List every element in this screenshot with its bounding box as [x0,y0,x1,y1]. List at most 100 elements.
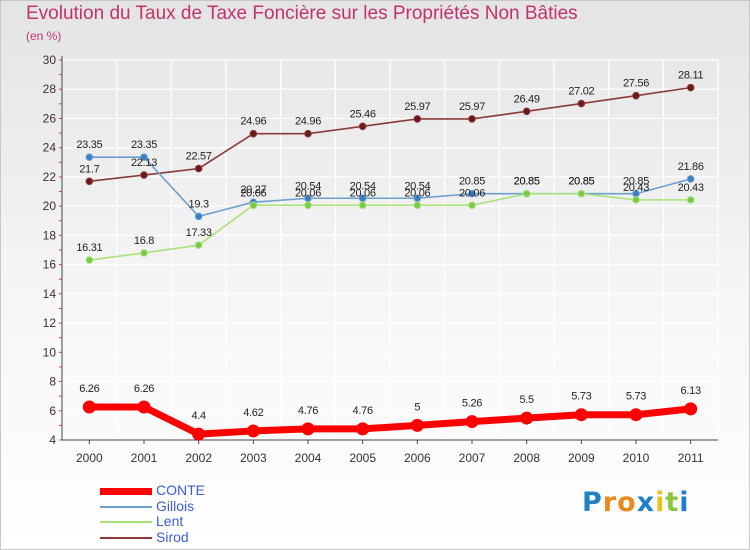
point-sirod [194,164,203,173]
data-label-gillois: 20.85 [568,176,594,188]
legend-label: Lent [156,513,184,529]
point-sirod [358,122,367,131]
data-label-gillois: 20.54 [404,180,430,192]
chart-title: Evolution du Taux de Taxe Foncière sur l… [26,3,578,24]
y-tick-label: 30 [43,53,57,67]
x-tick-label: 2004 [295,451,322,465]
series-line-sirod [89,86,691,183]
data-label-gillois: 20.85 [514,176,540,188]
x-tick-label: 2011 [678,451,704,465]
data-label-lent: 20.85 [514,176,540,188]
x-tick-label: 2007 [459,451,486,465]
x-tick-label: 2005 [349,451,376,465]
point-lent [468,201,476,210]
data-label-sirod: 24.96 [295,116,321,128]
data-label-sirod: 25.97 [404,101,430,113]
x-tick-label: 2001 [131,451,158,465]
data-label-lent: 20.85 [568,176,594,188]
point-gillois [194,212,203,221]
point-lent [85,256,94,264]
data-label-sirod: 27.02 [568,86,594,98]
data-label-conte: 5 [414,401,420,413]
y-tick-label: 6 [49,404,56,418]
y-tick-label: 20 [43,199,57,213]
point-conte [301,422,315,436]
point-lent [413,201,422,210]
legend-label: Sirod [156,528,189,545]
point-conte [520,411,534,425]
data-label-lent: 16.31 [76,242,102,254]
data-label-gillois: 20.54 [295,180,321,192]
point-sirod [522,107,531,116]
data-label-gillois: 20.54 [350,180,376,192]
legend-swatch [100,505,152,508]
point-conte [629,408,643,422]
x-tick-label: 2008 [513,451,540,465]
data-label-lent: 20.43 [623,182,649,194]
y-tick-label: 4 [49,433,56,447]
logo-letter: P [582,487,603,518]
data-label-sirod: 22.57 [186,151,212,163]
data-label-lent: 20.06 [295,187,321,199]
data-label-sirod: 25.46 [350,108,376,120]
y-tick-label: 28 [43,82,57,96]
data-label-lent: 20.43 [678,182,704,194]
point-gillois [140,153,148,161]
data-label-gillois: 20.85 [623,176,649,188]
legend-label: CONTE [156,482,205,498]
y-tick-label: 14 [43,287,57,301]
data-label-gillois: 20.85 [459,176,485,188]
y-tick-label: 10 [43,345,57,359]
point-lent [686,196,695,204]
unit-label: (en %) [26,29,62,43]
data-label-lent: 20.06 [404,187,430,199]
point-sirod [577,99,586,108]
y-tick-label: 24 [43,141,57,155]
x-tick-label: 2003 [240,451,267,465]
data-label-lent: 16.8 [134,235,154,247]
series-line-lent [89,192,691,261]
point-sirod [304,129,312,138]
data-label-sirod: 22.13 [131,157,157,169]
data-label-gillois: 20.27 [240,184,266,196]
point-lent [194,241,203,249]
data-label-conte: 6.26 [134,383,154,395]
line-chart: 4 6 8 10 12 14 16 18 20 22 24 26 28 30 2000 2001 2002 200… [43,53,719,465]
point-gillois [468,189,476,198]
legend-swatch [100,536,152,539]
point-sirod [632,91,640,100]
data-label-sirod: 28.11 [678,70,703,82]
point-lent [577,189,586,198]
point-gillois [85,153,94,161]
series-line-conte [89,403,692,438]
data-label-sirod: 25.97 [459,101,485,113]
point-conte [82,400,96,414]
data-label-conte: 6.13 [681,385,701,397]
point-conte [574,408,588,422]
logo-letter: o [617,487,637,518]
point-lent [304,201,312,210]
data-label-conte: 5.5 [519,394,534,406]
logo-letter: t [665,487,680,518]
legend-label: Gillois [156,497,195,514]
axes: 4 6 8 10 12 14 16 18 20 22 24 26 28 30 2000 2001 2002 200… [43,53,718,465]
point-conte [192,427,206,441]
logo-letter: i [655,487,666,518]
point-lent [140,249,148,257]
data-label-conte: 4.76 [353,405,373,417]
point-sirod [249,129,258,138]
point-gillois [686,175,695,183]
x-tick-label: 2002 [185,451,212,465]
data-label-gillois: 23.35 [131,139,157,151]
data-labels: 6.26 6.26 4.4 4.62 4.76 4.76 5 5.26 5.5 5.73 5.73 6… [76,70,704,423]
data-label-gillois: 23.35 [76,139,102,151]
x-tick-label: 2009 [568,451,595,465]
data-label-gillois: 19.3 [189,198,209,210]
data-label-lent: 17.33 [186,227,212,239]
point-lent [358,201,367,210]
point-lent [632,196,640,204]
point-sirod [85,177,94,186]
y-tick-label: 16 [43,258,57,272]
data-label-conte: 5.73 [571,391,591,403]
